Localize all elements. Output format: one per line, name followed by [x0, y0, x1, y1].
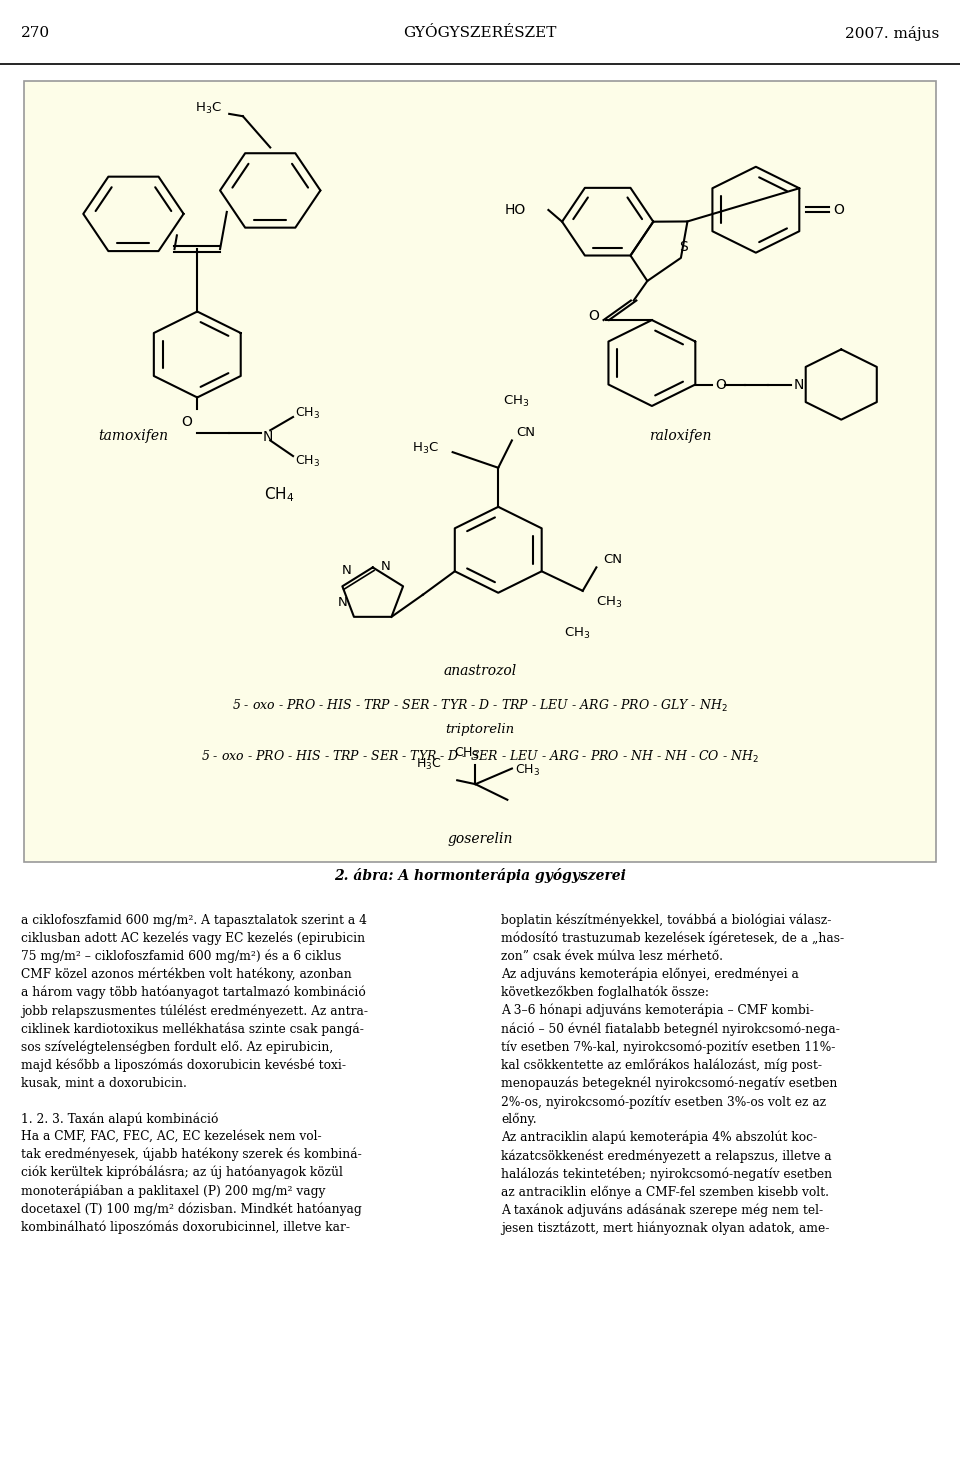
Text: CN: CN [516, 426, 536, 439]
Text: boplatin készítményekkel, továbbá a biológiai válasz-
módosító trastuzumab kezel: boplatin készítményekkel, továbbá a biol… [501, 914, 844, 1235]
Text: O: O [180, 416, 192, 429]
Text: GYÓGYSZERÉSZET: GYÓGYSZERÉSZET [403, 27, 557, 40]
Text: 2007. május: 2007. május [845, 25, 939, 41]
Text: CN: CN [603, 553, 622, 566]
Text: CH$_3$: CH$_3$ [295, 454, 320, 469]
Text: 270: 270 [21, 27, 50, 40]
Text: HO: HO [504, 203, 526, 217]
Text: S: S [680, 240, 688, 254]
Text: CH$_3$: CH$_3$ [564, 626, 591, 641]
Text: O: O [588, 310, 599, 323]
Text: CH$_3$: CH$_3$ [503, 394, 529, 408]
Text: tamoxifen: tamoxifen [99, 429, 168, 444]
Text: triptorelin: triptorelin [445, 724, 515, 737]
Text: a ciklofoszfamid 600 mg/m². A tapasztalatok szerint a 4
ciklusban adott AC kezel: a ciklofoszfamid 600 mg/m². A tapasztala… [21, 914, 368, 1234]
Text: N: N [342, 563, 351, 576]
Text: H$_3$C: H$_3$C [412, 441, 439, 455]
Text: raloxifen: raloxifen [650, 429, 711, 444]
Text: CH$_3$: CH$_3$ [596, 595, 623, 610]
Text: H$_3$C: H$_3$C [417, 758, 442, 772]
Text: N: N [263, 429, 274, 444]
Text: 5 - oxo - PRO - HIS - TRP - SER - TYR - D - SER - LEU - ARG - PRO - NH - NH - CO: 5 - oxo - PRO - HIS - TRP - SER - TYR - … [201, 749, 759, 765]
Text: N: N [380, 560, 391, 573]
Text: CH$_3$: CH$_3$ [295, 407, 320, 422]
Text: anastrozol: anastrozol [444, 663, 516, 678]
Text: CH$_3$: CH$_3$ [515, 764, 540, 778]
Text: 5 - oxo - PRO - HIS - TRP - SER - TYR - D - TRP - LEU - ARG - PRO - GLY - NH$_2$: 5 - oxo - PRO - HIS - TRP - SER - TYR - … [232, 699, 728, 713]
Text: 2. ábra: A hormonterápia gyógyszerei: 2. ábra: A hormonterápia gyógyszerei [334, 868, 626, 883]
Text: O: O [715, 377, 727, 392]
Text: N: N [794, 377, 804, 392]
Text: H$_3$C: H$_3$C [196, 100, 223, 116]
Text: goserelin: goserelin [447, 831, 513, 846]
Text: CH$_4$: CH$_4$ [264, 486, 295, 504]
Text: CH$_3$: CH$_3$ [454, 746, 479, 761]
Text: N: N [338, 597, 348, 609]
Text: O: O [833, 203, 844, 217]
